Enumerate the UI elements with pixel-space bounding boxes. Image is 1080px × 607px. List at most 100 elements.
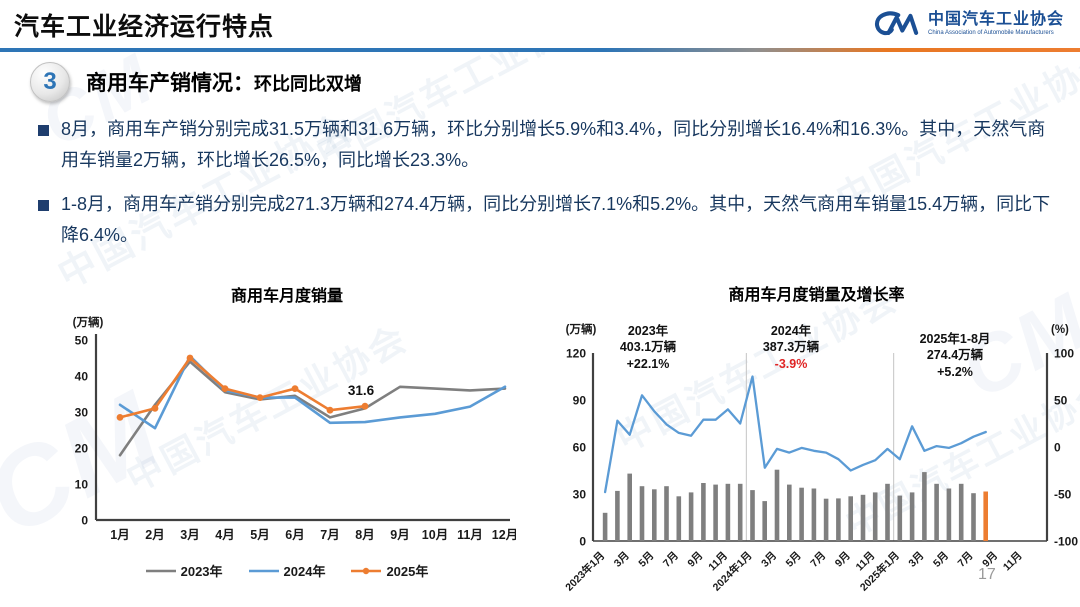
svg-text:3月: 3月 (180, 528, 199, 542)
header-divider (0, 48, 1080, 52)
svg-text:7月: 7月 (808, 550, 828, 570)
svg-text:(万辆): (万辆) (566, 322, 597, 336)
svg-text:0: 0 (579, 535, 586, 549)
svg-text:20: 20 (75, 442, 89, 456)
svg-text:11月: 11月 (1001, 550, 1025, 574)
left-unit-label: (万辆) (73, 315, 104, 329)
legend-swatch-icon (145, 569, 176, 572)
svg-text:7月: 7月 (320, 528, 339, 542)
legend-label: 2023年 (180, 564, 223, 579)
svg-text:6月: 6月 (285, 528, 304, 542)
svg-text:11月: 11月 (457, 528, 483, 542)
right-axes (591, 353, 1049, 542)
svg-text:3月: 3月 (612, 550, 632, 570)
annotation-line: -3.9% (774, 356, 808, 371)
svg-text:2月: 2月 (145, 528, 164, 542)
svg-text:0: 0 (1054, 441, 1061, 455)
caam-logo: 中国汽车工业协会 China Association of Automobile… (869, 5, 1064, 43)
section-title: 商用车产销情况：环比同比双增 (86, 67, 362, 97)
annotation-line: 387.3万辆 (762, 340, 820, 355)
right-chart-plot: (万辆) (%) 0 30 60 90 120 -100 -50 0 50 100 2023年1月 3月 5… (553, 309, 1080, 607)
svg-text:10月: 10月 (422, 528, 448, 542)
svg-text:9月: 9月 (685, 550, 705, 570)
org-name-cn: 中国汽车工业协会 (927, 11, 1064, 29)
year-separators (745, 353, 895, 541)
caam-logo-text: 中国汽车工业协会 China Association of Automobile… (928, 11, 1064, 36)
svg-text:7月: 7月 (956, 550, 976, 570)
legend-label: 2025年 (386, 564, 429, 579)
right-unit-labels: (万辆) (%) (566, 322, 1069, 336)
svg-text:8月: 8月 (355, 528, 374, 542)
svg-text:50: 50 (1054, 394, 1068, 408)
left-chart-title: 商用车月度销量 (230, 288, 343, 305)
svg-text:120: 120 (566, 347, 586, 361)
caam-logo-icon (875, 11, 919, 36)
svg-text:5月: 5月 (931, 550, 951, 570)
year-summary-annotation-1: 2023年 403.1万辆 +22.1% (620, 323, 676, 372)
monthly-sales-line-chart: 商用车月度销量 (万辆) 0 10 20 30 40 50 1月 2月 3月 4月 5月 6月 7月 8月 9… (58, 286, 519, 596)
legend-swatch-icon (351, 567, 382, 574)
legend-item-2024年: 2024年 (248, 561, 326, 580)
monthly-sales-bars (602, 469, 988, 541)
svg-text:5月: 5月 (636, 550, 656, 570)
svg-text:60: 60 (573, 441, 587, 455)
svg-text:0: 0 (81, 514, 88, 528)
svg-text:1月: 1月 (110, 528, 129, 542)
annotation-line: 2024年 (770, 324, 812, 338)
svg-text:-100: -100 (1054, 535, 1078, 549)
svg-text:3月: 3月 (759, 550, 779, 570)
svg-text:40: 40 (75, 370, 89, 384)
svg-text:90: 90 (573, 394, 587, 408)
legend-item-2023年: 2023年 (145, 561, 223, 580)
annotation-line: 403.1万辆 (619, 340, 677, 355)
svg-text:30: 30 (75, 406, 89, 420)
left-axes (94, 334, 510, 522)
left-chart-plot: (万辆) 0 10 20 30 40 50 1月 2月 3月 4月 5月 6月 7月 8月 9月 10月 11月 1… (58, 310, 519, 559)
svg-text:10: 10 (75, 478, 89, 492)
svg-text:5月: 5月 (784, 550, 804, 570)
annotation-line: 2023年 (627, 324, 669, 338)
annotation-line: 2025年1-8月 (919, 332, 991, 346)
svg-text:5月: 5月 (250, 528, 269, 542)
svg-text:4月: 4月 (215, 528, 234, 542)
section-heading: 3 商用车产销情况：环比同比双增 (30, 62, 362, 102)
svg-text:12月: 12月 (492, 528, 516, 542)
bullet-text-1: 8月，商用车产销分别完成31.5万辆和31.6万辆，环比分别增长5.9%和3.4… (61, 119, 1046, 170)
bullet-item-2: 1-8月，商用车产销分别完成271.3万辆和274.4万辆，同比分别增长7.1%… (38, 189, 1054, 251)
bullet-item-1: 8月，商用车产销分别完成31.5万辆和31.6万辆，环比分别增长5.9%和3.4… (38, 114, 1054, 176)
bullet-square-icon (38, 199, 49, 211)
svg-text:9月: 9月 (390, 528, 409, 542)
svg-text:50: 50 (75, 334, 89, 348)
svg-text:-50: -50 (1054, 488, 1072, 502)
annotation-line: +5.2% (937, 364, 973, 379)
bullet-square-icon (38, 125, 49, 136)
legend-swatch-icon (248, 569, 279, 572)
series-2025年 (116, 354, 369, 421)
growth-rate-line (603, 375, 987, 494)
sales-growth-combo-chart: 商用车月度销量及增长率 (万辆) (%) 0 30 60 90 120 -100 -50 0 50 1… (553, 285, 1080, 607)
legend-label: 2024年 (283, 564, 326, 579)
bullet-text-2: 1-8月，商用车产销分别完成271.3万辆和274.4万辆，同比分别增长7.1%… (61, 193, 1051, 245)
legend-item-2025年: 2025年 (351, 561, 428, 580)
svg-text:30: 30 (573, 488, 587, 502)
section-number-badge: 3 (30, 62, 70, 102)
svg-text:(%): (%) (1051, 324, 1069, 336)
svg-text:9月: 9月 (833, 550, 853, 570)
org-name-en: China Association of Automobile Manufact… (927, 30, 1054, 36)
year-summary-annotation-3: 2025年1-8月 274.4万辆 +5.2% (920, 331, 991, 380)
left-y-axis-ticks: 0 10 20 30 40 50 (75, 334, 89, 528)
section-subtitle: 环比同比双增 (254, 74, 362, 94)
annotation-line: +22.1% (626, 356, 670, 371)
svg-text:100: 100 (1054, 347, 1074, 361)
svg-text:7月: 7月 (661, 550, 681, 570)
left-x-axis-labels: 1月 2月 3月 4月 5月 6月 7月 8月 9月 10月 11月 12月 (110, 528, 518, 542)
right-chart-left-ticks: 0 30 60 90 120 (566, 347, 586, 549)
svg-text:2023年1月: 2023年1月 (563, 549, 608, 594)
series-2024年 (118, 354, 507, 430)
year-summary-annotation-2: 2024年 387.3万辆 -3.9% (763, 323, 819, 372)
page-number: 17 (978, 566, 996, 583)
svg-text:3月: 3月 (906, 550, 926, 570)
right-chart-title: 商用车月度销量及增长率 (728, 287, 905, 304)
left-chart-value-annotation: 31.6 (348, 383, 375, 398)
